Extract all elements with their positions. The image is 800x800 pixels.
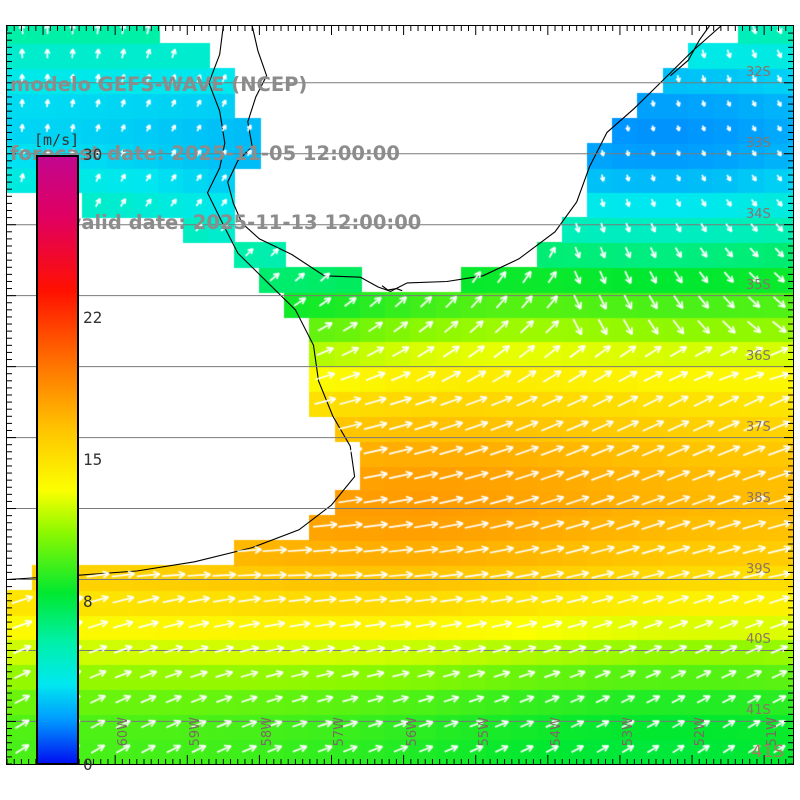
lon-label-54W: 54W bbox=[548, 717, 564, 747]
lat-label-33S: 33S bbox=[746, 135, 771, 151]
title-forecast-date-line: forecast date: 2025-11-05 12:00:00 bbox=[10, 142, 400, 165]
colorbar-tick-8: 8 bbox=[83, 592, 93, 612]
lon-label-59W: 59W bbox=[188, 717, 204, 747]
colorbar-unit-label: [m/s] bbox=[34, 131, 80, 149]
colorbar-gradient bbox=[36, 155, 79, 765]
title-valid-date-line: valid date: 2025-11-13 12:00:00 bbox=[68, 211, 422, 234]
colorbar bbox=[36, 155, 79, 765]
corner-watermark: 41S bbox=[751, 742, 784, 762]
lon-label-55W: 55W bbox=[476, 717, 492, 747]
wind-vector-arrows bbox=[7, 26, 793, 764]
title-model-line: modelo GEFS-WAVE (NCEP) bbox=[10, 73, 308, 96]
lat-label-41S: 41S bbox=[746, 703, 771, 719]
lat-label-37S: 37S bbox=[746, 419, 771, 435]
lat-label-38S: 38S bbox=[746, 490, 771, 506]
colorbar-tick-30: 30 bbox=[83, 145, 103, 164]
figure-title: modelo GEFS-WAVE (NCEP) forecast date: 2… bbox=[10, 27, 480, 280]
lat-label-34S: 34S bbox=[746, 206, 771, 222]
lat-label-40S: 40S bbox=[746, 632, 771, 648]
colorbar-tick-22: 22 bbox=[83, 307, 103, 327]
lat-label-35S: 35S bbox=[746, 277, 771, 293]
plot-frame bbox=[6, 25, 794, 765]
lon-label-53W: 53W bbox=[620, 717, 636, 747]
lon-label-58W: 58W bbox=[260, 717, 276, 747]
lon-label-57W: 57W bbox=[332, 717, 348, 747]
colorbar-tick-15: 15 bbox=[83, 450, 103, 469]
lon-label-60W: 60W bbox=[116, 717, 132, 747]
lat-label-36S: 36S bbox=[746, 348, 771, 364]
colorbar-tick-0: 0 bbox=[83, 755, 93, 774]
lat-label-39S: 39S bbox=[746, 561, 771, 577]
lon-label-56W: 56W bbox=[404, 717, 420, 747]
lat-label-32S: 32S bbox=[746, 64, 771, 80]
lon-label-52W: 52W bbox=[693, 717, 709, 747]
